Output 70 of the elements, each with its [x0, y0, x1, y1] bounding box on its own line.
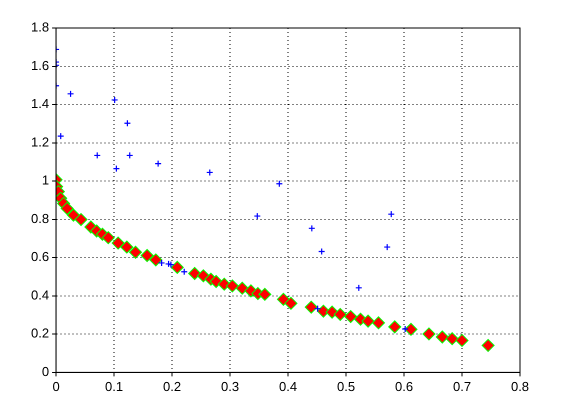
point [129, 246, 142, 259]
y-tick-label: 1.4 [30, 96, 50, 112]
point [276, 292, 290, 306]
y-tick-label: 0.6 [30, 249, 50, 264]
point [120, 240, 134, 254]
point [446, 332, 459, 346]
point [188, 266, 202, 280]
point [318, 248, 326, 256]
point [111, 96, 118, 104]
y-tick-label: 0.4 [30, 287, 50, 302]
point [164, 260, 172, 268]
x-tick-label: 0.1 [105, 378, 124, 394]
point [308, 224, 316, 232]
y-tick-label: 0.2 [30, 326, 50, 341]
point [112, 236, 125, 250]
point [170, 260, 184, 274]
x-tick-label: 0.5 [336, 378, 356, 394]
x-tick-label: 0 [52, 378, 60, 394]
point [388, 320, 402, 334]
x-tick-label: 0.2 [163, 378, 182, 394]
point [436, 330, 449, 344]
point [304, 300, 318, 314]
y-tick-label: 1.8 [30, 20, 50, 35]
x-tick-label: 0.6 [394, 378, 414, 394]
point [60, 202, 74, 215]
point [236, 282, 249, 295]
point [355, 284, 362, 292]
point [74, 213, 88, 226]
point [154, 160, 162, 168]
y-tick-label: 0 [42, 364, 50, 379]
point [167, 261, 174, 268]
point [362, 314, 375, 328]
point [112, 165, 120, 172]
point [456, 334, 469, 347]
x-tick-label: 0.4 [278, 378, 298, 394]
x-tick-label: 0.7 [452, 378, 472, 394]
point [314, 305, 322, 312]
y-tick-label: 1.2 [30, 134, 50, 150]
point [140, 248, 154, 262]
point [402, 325, 409, 333]
point [404, 322, 418, 336]
point [276, 180, 283, 188]
point [149, 253, 162, 266]
x-tick-label: 0.3 [221, 378, 240, 394]
y-tick-label: 1.6 [30, 58, 50, 73]
point [180, 268, 188, 276]
point [126, 152, 134, 160]
point [334, 308, 347, 321]
point [57, 132, 64, 140]
point [210, 275, 223, 288]
y-tick-label: 0.8 [30, 210, 50, 226]
point [284, 296, 298, 310]
point [102, 231, 115, 244]
point [422, 327, 436, 340]
point [226, 279, 239, 292]
point [258, 288, 272, 301]
point [384, 243, 391, 251]
point [372, 316, 385, 330]
x-tick-label: 0.8 [510, 378, 530, 394]
point [482, 338, 495, 352]
point [158, 259, 166, 267]
y-tick-label: 1 [42, 172, 50, 188]
point [344, 310, 358, 324]
point [206, 168, 214, 176]
point [94, 152, 101, 160]
point [388, 210, 395, 218]
point [66, 90, 74, 98]
point [66, 208, 80, 222]
point [254, 212, 261, 220]
point [124, 120, 131, 127]
